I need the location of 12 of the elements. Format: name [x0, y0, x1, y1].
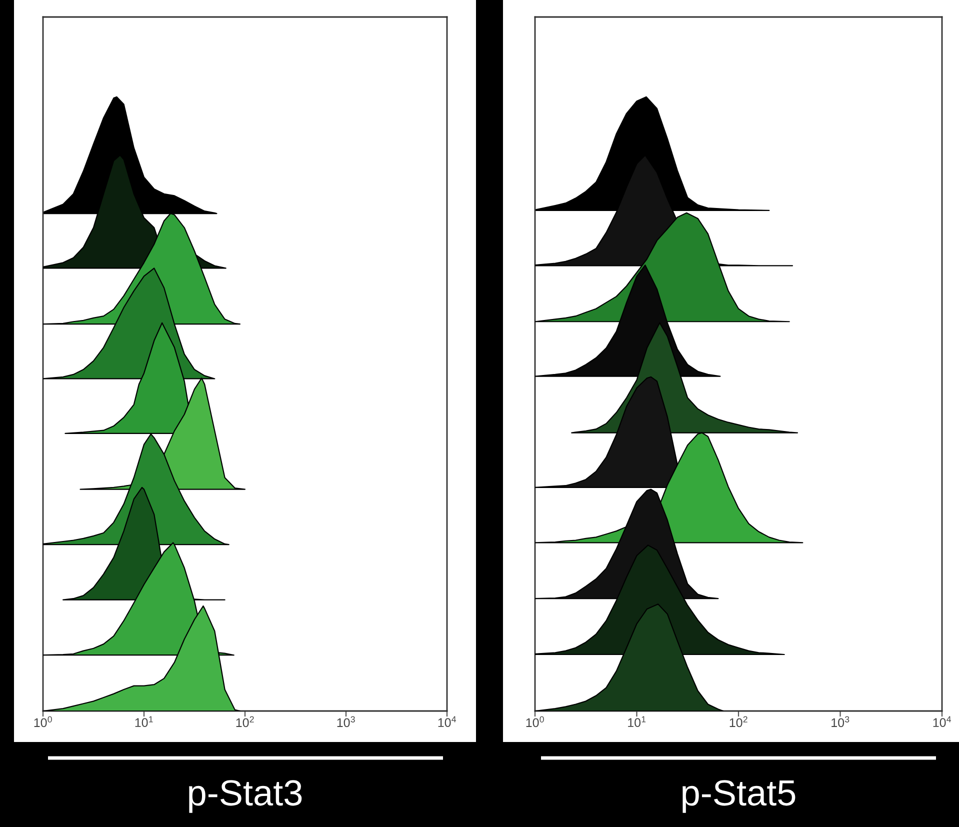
x-tick-label: 10$^{4}$	[933, 716, 952, 728]
x-axis-title: p-Stat3	[189, 780, 302, 813]
x-axis-title: p-Stat5	[682, 780, 796, 813]
x-tick-label: 10$^{0}$	[526, 716, 544, 728]
x-tick-label: 10$^{2}$	[730, 716, 748, 728]
x-tick-label: 10$^{0}$	[34, 716, 52, 728]
x-tick-label: 10$^{1}$	[135, 716, 153, 728]
x-tick-label: 10$^{2}$	[236, 716, 254, 728]
x-tick-label: 10$^{4}$	[438, 716, 456, 728]
x-tick-label: 10$^{1}$	[628, 716, 646, 728]
x-tick-label: 10$^{3}$	[337, 716, 355, 728]
x-tick-label: 10$^{3}$	[832, 716, 850, 728]
